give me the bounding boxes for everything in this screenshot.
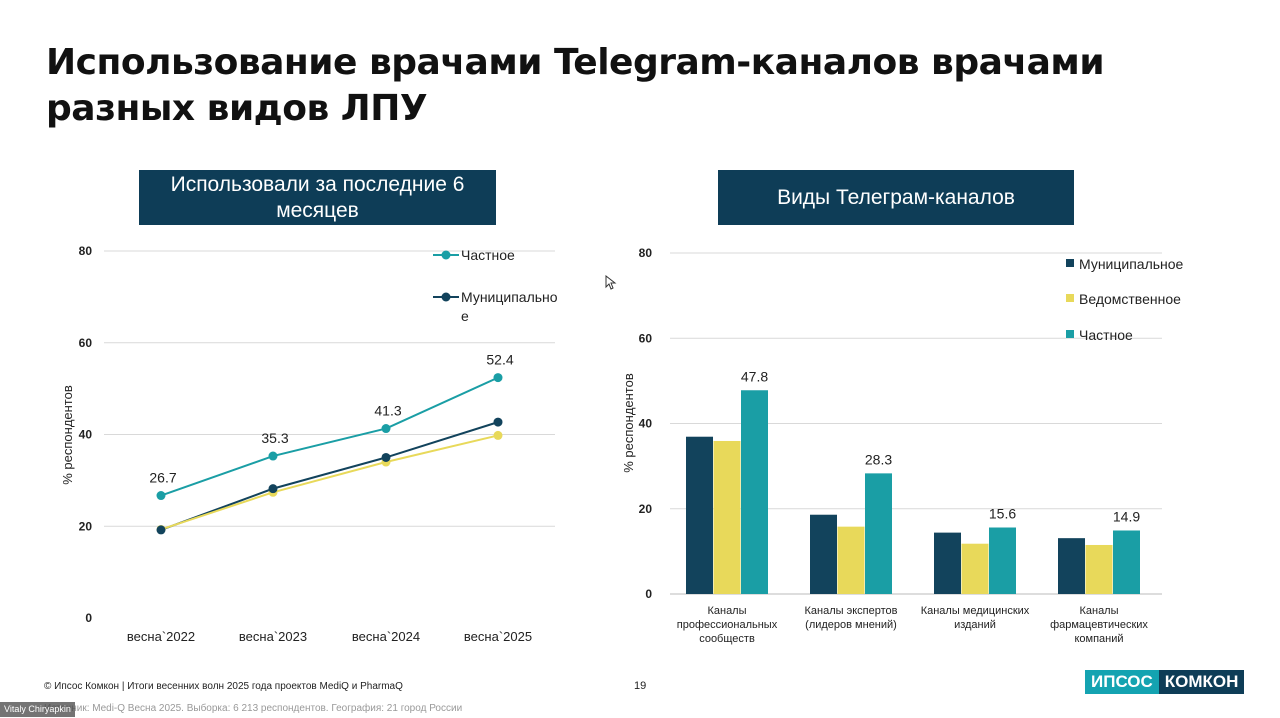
legend-label-line2: е [461, 308, 469, 324]
legend-swatch [1066, 294, 1074, 302]
legend-swatch [1066, 330, 1074, 338]
data-point [156, 491, 166, 501]
data-label: 28.3 [865, 451, 892, 467]
x-tick-label: весна`2024 [352, 629, 420, 644]
brand-logo: ИПСОС КОМКОН [1085, 670, 1245, 694]
bar [934, 532, 961, 594]
x-tick-label: весна`2025 [464, 629, 532, 644]
bar [865, 473, 892, 594]
series-line [160, 421, 499, 531]
x-tick-label: изданий [954, 619, 996, 631]
x-tick-label: Каналы медицинских [921, 605, 1030, 617]
x-tick-label: фармацевтических [1050, 619, 1148, 631]
y-tick-label: 0 [645, 587, 652, 601]
x-tick-label: сообществ [699, 633, 755, 645]
bar [961, 543, 989, 594]
y-tick-label: 20 [639, 502, 653, 516]
page-number: 19 [634, 680, 647, 692]
y-tick-label: 80 [639, 246, 653, 260]
mouse-cursor-icon [605, 275, 617, 290]
y-axis-label: % респондентов [60, 385, 75, 485]
footer-note: Источник: Medi-Q Весна 2025. Выборка: 6 … [44, 703, 463, 714]
legend-label: Частное [1079, 327, 1133, 343]
y-tick-label: 60 [639, 331, 653, 345]
data-label: 52.4 [486, 352, 513, 368]
data-point [268, 451, 278, 461]
bar [1058, 538, 1085, 594]
legend-marker [441, 292, 451, 302]
bar-chart-header: Виды Телеграм-каналов [718, 170, 1074, 225]
data-label: 14.9 [1113, 508, 1140, 524]
data-point [268, 484, 278, 494]
slide-title: Использование врачами Telegram-каналов в… [46, 42, 1105, 129]
x-tick-label: весна`2023 [239, 629, 307, 644]
footer-source: © Ипсос Комкон | Итоги весенних волн 202… [44, 681, 403, 692]
data-label: 26.7 [149, 470, 176, 486]
x-tick-label: весна`2022 [127, 629, 195, 644]
y-axis-label: % респондентов [621, 373, 636, 473]
line-chart-header: Использовали за последние 6 месяцев [139, 170, 496, 225]
data-point [381, 424, 391, 434]
bar [810, 514, 837, 594]
bar [1113, 530, 1140, 594]
bar [1085, 544, 1113, 594]
brand-logo-right: КОМКОН [1158, 670, 1245, 694]
series-line [160, 376, 499, 497]
brand-logo-left: ИПСОС [1085, 670, 1159, 694]
data-point [493, 417, 503, 427]
data-point [381, 452, 391, 462]
y-tick-label: 60 [79, 336, 93, 350]
x-tick-label: Каналы [707, 605, 746, 617]
legend-label: Муниципальное [1079, 256, 1184, 272]
data-label: 47.8 [741, 368, 768, 384]
x-tick-label: компаний [1074, 633, 1123, 645]
data-label: 41.3 [374, 403, 401, 419]
y-tick-label: 80 [79, 244, 93, 258]
bar [741, 390, 768, 594]
data-label: 35.3 [261, 430, 288, 446]
data-label: 15.6 [989, 506, 1016, 522]
bar [989, 527, 1016, 594]
bar [713, 440, 741, 594]
series-line [160, 434, 499, 531]
x-tick-label: Каналы [1079, 605, 1118, 617]
x-tick-label: профессиональных [677, 619, 778, 631]
data-point [493, 373, 503, 383]
legend-label-line1: Муниципально [461, 289, 558, 305]
legend-swatch [1066, 259, 1074, 267]
bar [686, 436, 713, 594]
y-tick-label: 0 [85, 611, 92, 625]
y-tick-label: 20 [79, 519, 93, 533]
data-point [493, 430, 503, 440]
legend-label: Ведомственное [1079, 291, 1181, 307]
bar [837, 526, 865, 594]
x-tick-label: (лидеров мнений) [805, 619, 897, 631]
data-point [156, 525, 166, 535]
user-name-tag: Vitaly Chiryapkin [0, 702, 75, 717]
legend-marker [441, 250, 451, 260]
y-tick-label: 40 [79, 428, 93, 442]
y-tick-label: 40 [639, 417, 653, 431]
x-tick-label: Каналы экспертов [805, 605, 898, 617]
legend-label: Частное [461, 247, 515, 263]
